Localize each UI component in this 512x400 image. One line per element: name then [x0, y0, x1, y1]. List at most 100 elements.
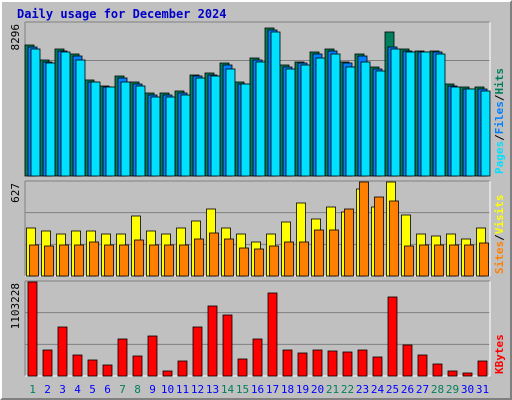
day-label-11: 11 — [176, 383, 189, 396]
bar-sites-day-8 — [134, 239, 144, 277]
bar-sites-day-7 — [119, 244, 129, 277]
bar-pages-day-2 — [45, 62, 56, 177]
day-label-1: 1 — [29, 383, 36, 396]
side-label-files: Files — [493, 101, 506, 134]
bar-sites-day-14 — [224, 238, 234, 277]
day-label-26: 26 — [401, 383, 414, 396]
bar-kbytes-day-27 — [417, 354, 428, 377]
day-label-7: 7 — [119, 383, 126, 396]
bar-sites-day-25 — [389, 200, 399, 277]
bar-pages-day-17 — [270, 31, 281, 177]
bar-sites-day-21 — [329, 229, 339, 277]
bar-kbytes-day-30 — [462, 372, 473, 377]
max-label-requests: 8296 — [9, 24, 22, 51]
day-label-6: 6 — [104, 383, 111, 396]
bar-kbytes-day-17 — [267, 292, 278, 377]
bar-sites-day-3 — [59, 244, 69, 277]
bar-pages-day-1 — [30, 48, 41, 177]
side-label-pages: Pages — [493, 141, 506, 174]
bar-sites-day-27 — [419, 244, 429, 277]
day-label-25: 25 — [386, 383, 399, 396]
bar-kbytes-day-15 — [237, 358, 248, 377]
day-label-27: 27 — [416, 383, 429, 396]
bar-kbytes-day-3 — [57, 326, 68, 377]
day-label-22: 22 — [341, 383, 354, 396]
day-label-16: 16 — [251, 383, 264, 396]
bar-pages-day-31 — [480, 90, 491, 177]
day-label-13: 13 — [206, 383, 219, 396]
bar-pages-day-12 — [195, 77, 206, 177]
bar-pages-day-7 — [120, 81, 131, 177]
bar-pages-day-25 — [390, 48, 401, 177]
bar-kbytes-day-29 — [447, 370, 458, 377]
bar-kbytes-day-14 — [222, 314, 233, 377]
day-label-17: 17 — [266, 383, 279, 396]
bar-kbytes-day-7 — [117, 338, 128, 377]
bar-sites-day-23 — [359, 181, 369, 277]
day-label-15: 15 — [236, 383, 249, 396]
bar-pages-day-3 — [60, 51, 71, 177]
bar-pages-day-20 — [315, 57, 326, 177]
bar-pages-day-13 — [210, 75, 221, 177]
bar-pages-day-4 — [75, 59, 86, 177]
bar-sites-day-20 — [314, 229, 324, 277]
bar-sites-day-6 — [104, 244, 114, 277]
bar-pages-day-9 — [150, 96, 161, 177]
bar-sites-day-15 — [239, 247, 249, 277]
day-label-4: 4 — [74, 383, 81, 396]
side-label-hits: Hits — [493, 68, 506, 95]
side-label-kbytes: KBytes — [493, 334, 506, 374]
bar-pages-day-30 — [465, 88, 476, 177]
bar-sites-day-13 — [209, 232, 219, 277]
day-label-29: 29 — [446, 383, 459, 396]
day-label-10: 10 — [161, 383, 174, 396]
bar-pages-day-21 — [330, 53, 341, 177]
bar-kbytes-day-22 — [342, 351, 353, 377]
panel-visitors: 627 Sites/Visits — [9, 180, 506, 277]
bar-pages-day-18 — [285, 68, 296, 177]
bar-sites-day-12 — [194, 238, 204, 277]
panel-requests: 8296 Pages/Files/Hits — [9, 21, 506, 177]
bar-sites-day-28 — [434, 244, 444, 277]
day-label-28: 28 — [431, 383, 444, 396]
bar-pages-day-5 — [90, 81, 101, 177]
side-label-requests: Pages/Files/Hits — [493, 68, 506, 174]
bar-kbytes-day-31 — [477, 360, 488, 377]
bar-pages-day-11 — [180, 94, 191, 177]
bar-kbytes-day-4 — [72, 354, 83, 377]
bar-pages-day-27 — [420, 51, 431, 177]
bar-sites-day-1 — [29, 244, 39, 277]
day-label-23: 23 — [356, 383, 369, 396]
bar-sites-day-26 — [404, 245, 414, 277]
bar-sites-day-24 — [374, 196, 384, 277]
bar-sites-day-18 — [284, 241, 294, 277]
bar-pages-day-23 — [360, 61, 371, 177]
bar-kbytes-day-25 — [387, 296, 398, 377]
bar-kbytes-day-9 — [147, 335, 158, 377]
bar-sites-day-10 — [164, 244, 174, 277]
bar-kbytes-day-5 — [87, 359, 98, 377]
side-label-kbytes: KBytes — [493, 334, 506, 374]
bar-kbytes-day-10 — [162, 370, 173, 377]
bar-kbytes-day-26 — [402, 344, 413, 377]
day-label-14: 14 — [221, 383, 235, 396]
bar-pages-day-8 — [135, 85, 146, 177]
bar-sites-day-9 — [149, 244, 159, 277]
bar-kbytes-day-8 — [132, 355, 143, 377]
bar-sites-day-11 — [179, 244, 189, 277]
side-label-sites: Sites — [493, 241, 506, 274]
day-label-9: 9 — [149, 383, 156, 396]
bar-pages-day-15 — [240, 83, 251, 177]
day-label-3: 3 — [59, 383, 66, 396]
bar-kbytes-day-20 — [312, 349, 323, 377]
bar-kbytes-day-23 — [357, 349, 368, 377]
bar-kbytes-day-19 — [297, 352, 308, 377]
side-label-visitors: Sites/Visits — [493, 195, 506, 275]
bar-kbytes-day-1 — [27, 281, 38, 377]
bar-kbytes-day-2 — [42, 349, 53, 377]
side-label-visits: Visits — [493, 195, 506, 235]
bar-pages-day-16 — [255, 61, 266, 177]
bar-sites-day-2 — [44, 245, 54, 277]
bar-kbytes-day-11 — [177, 360, 188, 377]
